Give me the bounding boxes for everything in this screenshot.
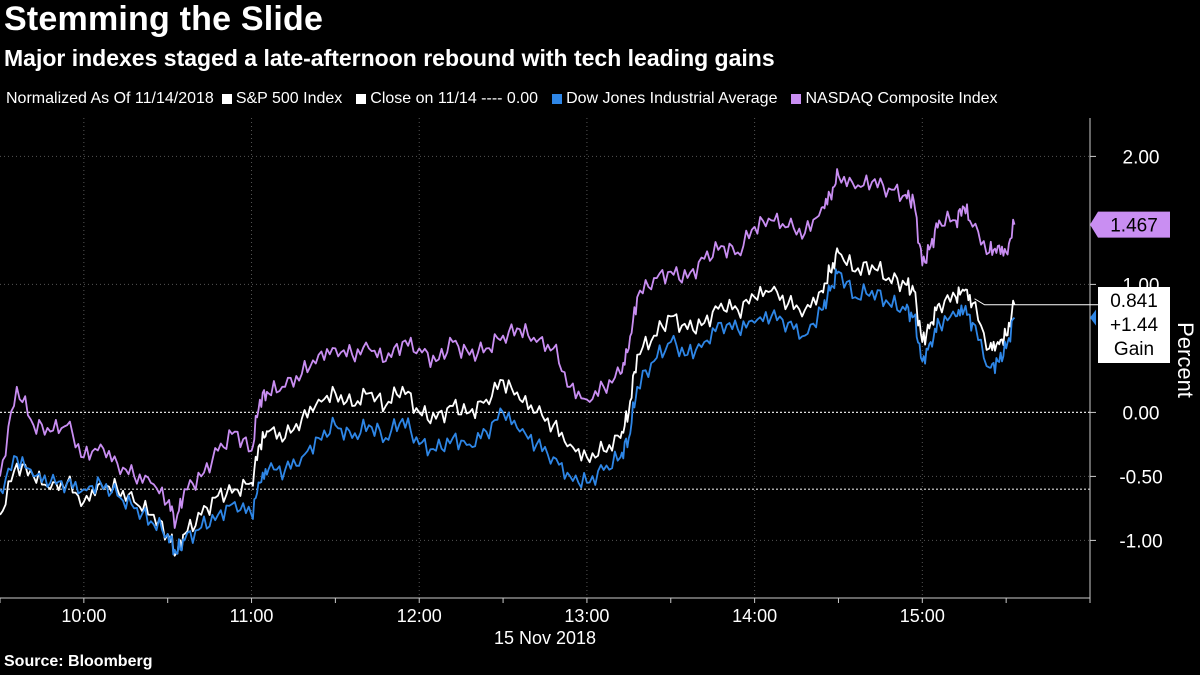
x-tick-label: 15:00 xyxy=(900,606,945,626)
y-tick-label: -0.50 xyxy=(1119,467,1162,488)
legend-label-sp500: S&P 500 Index xyxy=(235,90,343,107)
legend-item-close[interactable]: Close on 11/14 ---- 0.00 xyxy=(356,90,538,108)
legend-item-sp500[interactable]: S&P 500 Index xyxy=(221,90,343,108)
legend-label-nasdaq: NASDAQ Composite Index xyxy=(805,90,998,107)
chart-subtitle: Major indexes staged a late-afternoon re… xyxy=(4,45,775,71)
source-note: Source: Bloomberg xyxy=(4,653,153,670)
legend-swatch-nasdaq xyxy=(791,94,802,104)
legend-swatch-sp500 xyxy=(221,94,232,104)
y-tick-label: 2.00 xyxy=(1123,147,1160,168)
x-tick-label: 12:00 xyxy=(397,606,442,626)
legend-swatch-close xyxy=(356,94,367,104)
end-label-nasdaq: 1.467 xyxy=(1110,216,1158,237)
end-marker-dow xyxy=(1090,309,1096,326)
legend-swatch-dow xyxy=(552,94,563,104)
annotation-leader-line xyxy=(974,298,1098,306)
legend-item-nasdaq[interactable]: NASDAQ Composite Index xyxy=(791,90,998,108)
legend-label-close: Close on 11/14 ---- 0.00 xyxy=(370,90,539,107)
legend-item-dow[interactable]: Dow Jones Industrial Average xyxy=(552,90,777,108)
end-label-box-nasdaq xyxy=(1090,211,1170,238)
y-axis-label: Percent xyxy=(1173,322,1198,398)
annotation-gain-value: +1.44 xyxy=(1110,315,1159,336)
x-tick-label: 14:00 xyxy=(732,606,777,626)
end-label-box-sp500 xyxy=(1098,287,1170,363)
series-line-nasdaq xyxy=(0,168,1016,529)
y-tick-label: -1.00 xyxy=(1119,531,1162,552)
series-line-sp500 xyxy=(0,247,1016,557)
chart-title: Stemming the Slide xyxy=(4,0,324,38)
legend: Normalized As Of 11/14/2018 S&P 500 Inde… xyxy=(6,90,1012,108)
legend-label-dow: Dow Jones Industrial Average xyxy=(566,90,778,107)
y-tick-label: 0.00 xyxy=(1123,403,1160,424)
x-tick-label: 10:00 xyxy=(61,606,106,626)
legend-note: Normalized As Of 11/14/2018 xyxy=(6,90,214,107)
series-line-dow xyxy=(0,268,1016,556)
x-tick-label: 11:00 xyxy=(230,606,274,626)
annotation-gain-label: Gain xyxy=(1114,339,1154,360)
x-tick-label: 13:00 xyxy=(564,606,609,626)
end-label-sp500: 0.841 xyxy=(1110,291,1158,312)
x-axis-label: 15 Nov 2018 xyxy=(494,628,596,648)
